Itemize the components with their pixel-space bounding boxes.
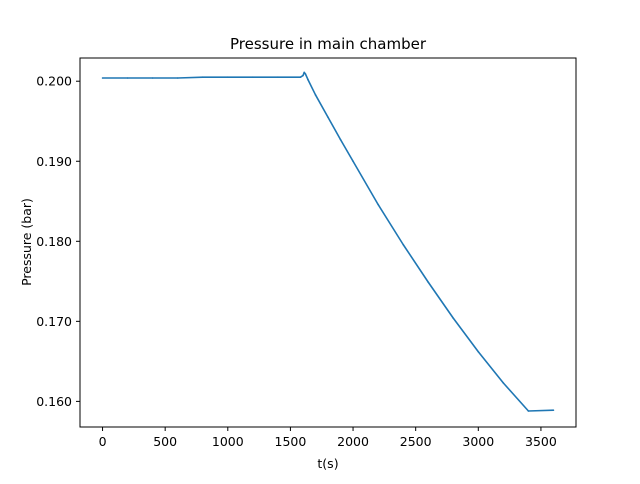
- data-point: [201, 76, 204, 79]
- data-point: [302, 74, 304, 77]
- plot-area: 0 500 1000 1500 2000 2500 3000 3500 0.1600.1700…: [36, 57, 577, 449]
- x-tick-label: 1500: [275, 434, 307, 449]
- y-tick-label: 0.170: [36, 314, 72, 329]
- axes-frame: [79, 57, 577, 428]
- data-point: [477, 350, 480, 353]
- data-point: [402, 243, 404, 246]
- data-point: [227, 76, 229, 79]
- y-tick-label: 0.160: [36, 394, 72, 409]
- data-point: [277, 76, 279, 79]
- x-tick-label: 3500: [525, 434, 557, 449]
- data-point: [101, 77, 104, 79]
- y-axis-ticks: 0.160 0.170 0.180 0.190 0.200: [36, 74, 80, 409]
- data-point: [299, 76, 302, 79]
- y-tick-label: 0.200: [36, 74, 72, 89]
- data-point: [252, 76, 254, 79]
- data-point: [314, 94, 317, 96]
- data-point: [427, 281, 430, 283]
- x-tick-label: 0: [99, 434, 107, 449]
- data-point: [452, 317, 455, 319]
- data-point: [352, 160, 354, 163]
- y-tick-label: 0.180: [36, 234, 72, 249]
- y-axis-label: Pressure (bar): [19, 198, 34, 286]
- data-point: [527, 410, 530, 412]
- data-point: [502, 382, 505, 384]
- data-point: [552, 409, 555, 411]
- data-point: [377, 203, 379, 206]
- data-point: [176, 77, 179, 79]
- chart-title: Pressure in main chamber: [230, 35, 427, 53]
- data-point: [304, 73, 307, 75]
- data-point: [327, 116, 329, 119]
- x-tick-label: 2000: [337, 434, 369, 449]
- data-point: [126, 77, 129, 79]
- x-tick-label: 500: [153, 434, 177, 449]
- x-tick-label: 3000: [462, 434, 494, 449]
- x-tick-label: 2500: [400, 434, 432, 449]
- data-point: [303, 71, 306, 74]
- data-point: [307, 78, 309, 81]
- x-tick-label: 1000: [212, 434, 244, 449]
- data-point: [151, 77, 154, 79]
- data-point: [339, 138, 342, 141]
- x-axis-label: t(s): [317, 456, 338, 471]
- series-layer: [101, 71, 555, 412]
- y-tick-label: 0.190: [36, 154, 72, 169]
- x-axis-ticks: 0 500 1000 1500 2000 2500 3000 3500: [99, 427, 557, 449]
